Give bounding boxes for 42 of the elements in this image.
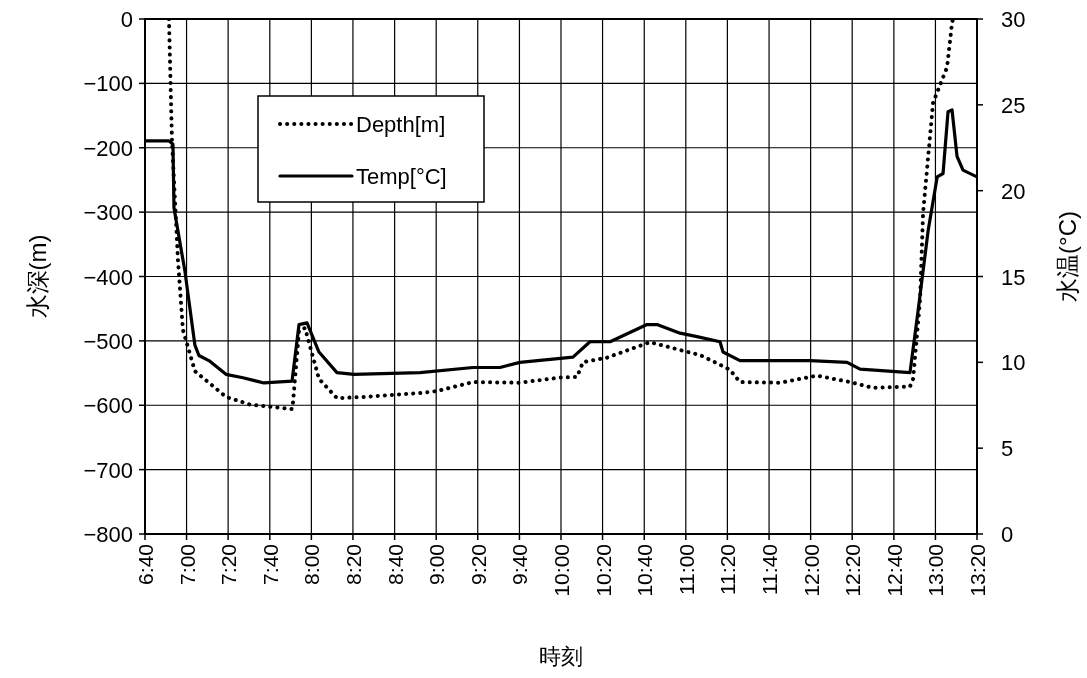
y2tick: 20 xyxy=(1001,178,1026,204)
x-axis-title: 時刻 xyxy=(539,644,583,669)
xtick: 9:00 xyxy=(425,544,449,585)
xtick: 10:40 xyxy=(633,544,657,597)
y2tick: 30 xyxy=(1001,7,1026,32)
ytick: −500 xyxy=(83,328,133,354)
legend-label: Depth[m] xyxy=(356,112,446,137)
ytick: −700 xyxy=(83,457,133,483)
xtick: 7:20 xyxy=(217,544,241,585)
legend-label: Temp[°C] xyxy=(356,164,447,189)
ytick: −800 xyxy=(83,522,133,547)
ytick: −200 xyxy=(83,135,133,161)
y2tick: 25 xyxy=(1001,92,1026,118)
ytick: −600 xyxy=(83,393,133,419)
xtick: 10:00 xyxy=(550,544,573,597)
ytick: −100 xyxy=(83,71,133,97)
xtick: 12:40 xyxy=(882,544,906,597)
y2tick: 0 xyxy=(1001,522,1014,547)
xtick: 13:20 xyxy=(966,544,989,597)
xtick: 7:40 xyxy=(258,544,282,585)
xtick: 10:20 xyxy=(591,544,615,597)
xtick: 12:00 xyxy=(799,544,823,597)
y-axis-title: 水深(m) xyxy=(24,234,51,319)
y2tick: 15 xyxy=(1001,264,1026,290)
y2tick: 5 xyxy=(1001,436,1014,462)
ytick: −400 xyxy=(83,264,133,290)
xtick: 12:20 xyxy=(841,544,865,597)
xtick: 8:00 xyxy=(300,544,324,585)
ytick: 0 xyxy=(120,7,133,32)
y2-axis-title: 水温(°C) xyxy=(1054,211,1081,302)
ytick: −300 xyxy=(83,200,133,226)
xtick: 8:40 xyxy=(383,544,407,585)
xtick: 6:40 xyxy=(134,544,157,585)
xtick: 9:20 xyxy=(466,544,490,585)
xtick: 11:40 xyxy=(758,544,782,595)
xtick: 11:20 xyxy=(716,544,740,595)
xtick: 13:00 xyxy=(924,544,948,597)
y2tick: 10 xyxy=(1001,350,1026,376)
xtick: 11:00 xyxy=(674,544,698,595)
xtick: 7:00 xyxy=(175,544,199,585)
xtick: 8:20 xyxy=(341,544,365,585)
xtick: 9:40 xyxy=(508,544,532,585)
